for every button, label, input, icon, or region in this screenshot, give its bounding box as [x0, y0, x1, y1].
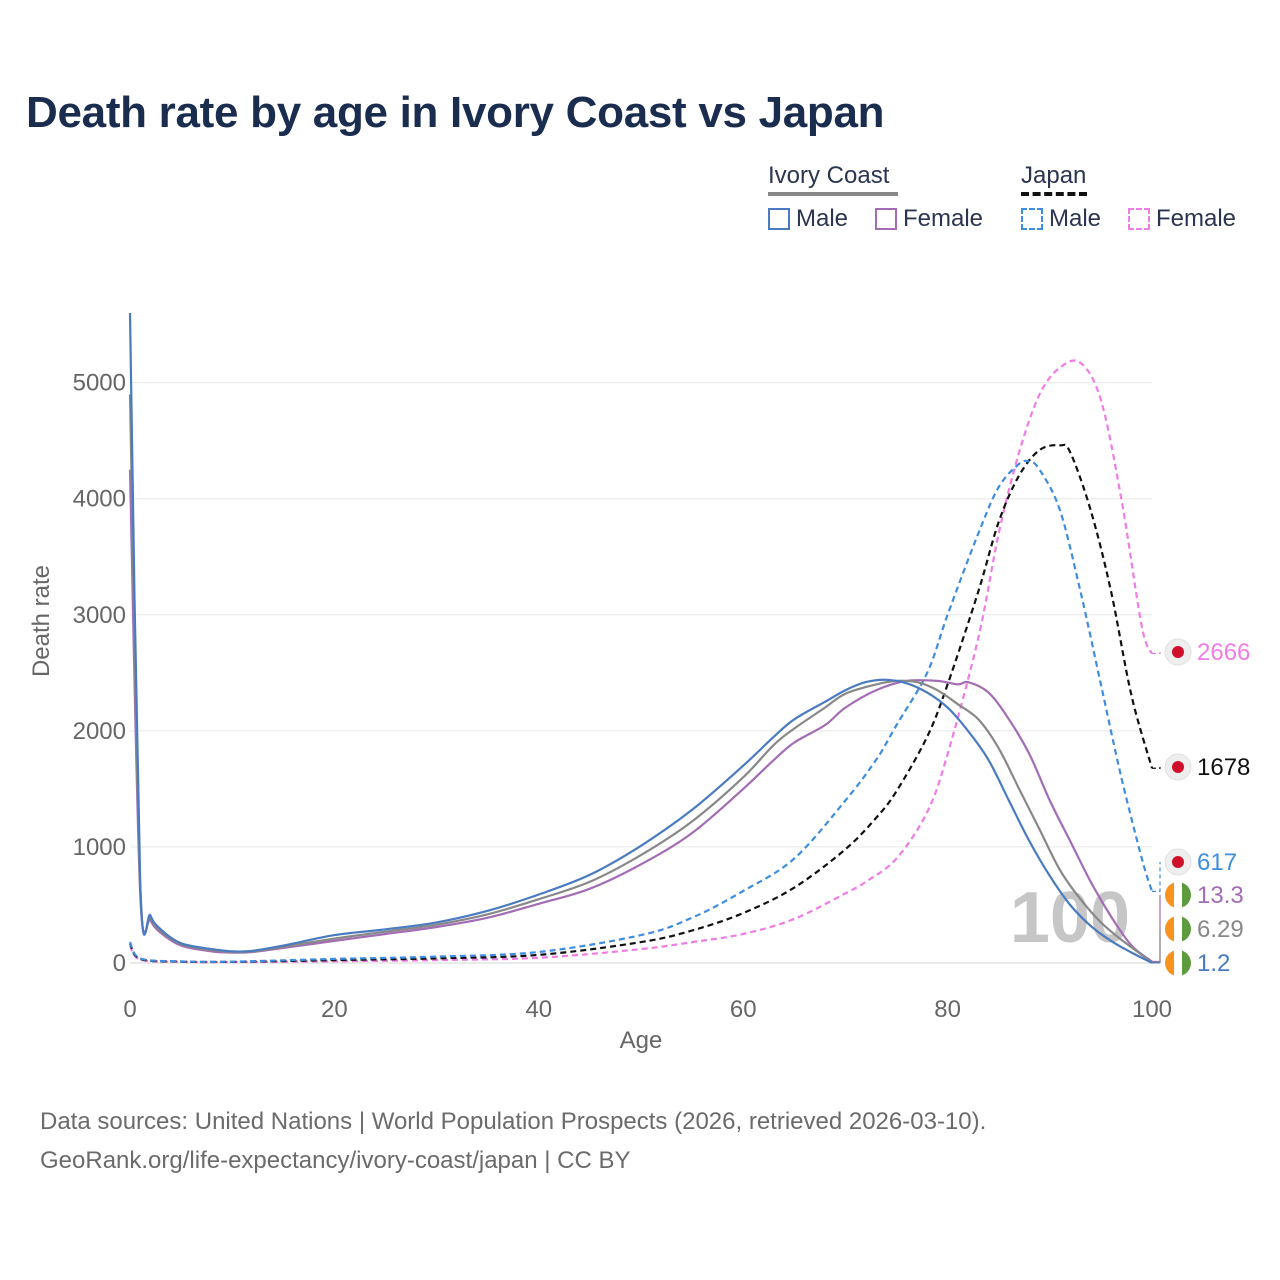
footer-sources: Data sources: United Nations | World Pop…: [40, 1108, 987, 1135]
legend-group-underline-ivory-coast: [768, 192, 898, 196]
flag-japan-sun: [1172, 761, 1184, 773]
series-line-ivory-coast-male[interactable]: [128, 312, 1153, 964]
x-tick-label: 80: [934, 996, 961, 1023]
legend-swatch-japan-male: [1021, 208, 1043, 230]
end-connector-japan-female: [1152, 652, 1161, 655]
end-label-ivory-coast-female: 13.3: [1197, 882, 1244, 909]
legend-group-underline-japan: [1021, 192, 1087, 196]
y-tick-label: 1000: [73, 834, 126, 861]
end-label-ivory-coast-male: 1.2: [1197, 950, 1230, 977]
end-connector-japan-both: [1152, 767, 1161, 769]
legend-swatch-ivory-coast-female: [875, 208, 897, 230]
legend-item-japan-male[interactable]: Male: [1021, 205, 1101, 233]
chart-title: Death rate by age in Ivory Coast vs Japa…: [26, 88, 885, 137]
flag-stripe-green: [1182, 950, 1191, 976]
legend-item-ivory-coast-female[interactable]: Female: [875, 205, 983, 233]
legend-label-ivory-coast-male: Male: [796, 205, 849, 232]
end-connector-ivory-coast-female: [1152, 895, 1161, 963]
flag-ivory-coast-stripes: [1165, 882, 1191, 908]
flag-japan-sun: [1172, 646, 1184, 658]
legend-group-ivory-coast: Ivory Coast: [768, 162, 898, 196]
flag-icon-japan: [1164, 638, 1192, 666]
flag-stripe-green: [1182, 916, 1191, 942]
end-label-japan-male: 617: [1197, 849, 1237, 876]
chart-plot: 100 Age Death rate 010002000300040005000…: [28, 312, 1250, 1054]
flag-icon-japan: [1164, 753, 1192, 781]
legend-group-japan: Japan: [1021, 162, 1087, 196]
flag-icon-ivory-coast: [1165, 882, 1191, 908]
flag-stripe-white: [1174, 882, 1182, 908]
footer-link[interactable]: GeoRank.org/life-expectancy/ivory-coast/…: [40, 1147, 631, 1174]
series-line-japan-female[interactable]: [129, 359, 1154, 964]
flag-stripe-orange: [1165, 882, 1174, 908]
series-line-japan-male[interactable]: [128, 459, 1154, 963]
y-tick-label: 4000: [73, 486, 126, 513]
end-label-ivory-coast-both: 6.29: [1197, 916, 1244, 943]
y-tick-label: 3000: [73, 602, 126, 629]
legend-label-ivory-coast-female: Female: [903, 205, 984, 232]
flag-icon-japan: [1164, 848, 1192, 876]
flag-icon-ivory-coast: [1165, 950, 1191, 976]
series-line-ivory-coast-female[interactable]: [128, 469, 1153, 963]
y-tick-label: 2000: [73, 718, 126, 745]
end-label-japan-both: 1678: [1197, 754, 1250, 781]
series-line-japan-both[interactable]: [129, 443, 1154, 964]
x-tick-label: 40: [525, 996, 552, 1023]
flag-stripe-white: [1174, 950, 1182, 976]
legend-swatch-ivory-coast-male: [768, 208, 790, 230]
legend-swatch-japan-female: [1128, 208, 1150, 230]
series-line-ivory-coast-both[interactable]: [128, 394, 1153, 964]
end-label-japan-female: 2666: [1197, 639, 1250, 666]
legend-label-japan-male: Male: [1049, 205, 1102, 232]
x-axis-label: Age: [620, 1027, 663, 1054]
flag-japan-sun: [1172, 856, 1184, 868]
chart-annotation-age: 100: [1010, 878, 1130, 958]
legend-item-ivory-coast-male[interactable]: Male: [768, 205, 848, 233]
flag-icon-ivory-coast: [1165, 916, 1191, 942]
y-tick-label: 0: [113, 950, 126, 977]
flag-ivory-coast-stripes: [1165, 950, 1191, 976]
y-tick-label: 5000: [73, 370, 126, 397]
legend-group-title-japan: Japan: [1021, 162, 1087, 189]
end-connector-japan-male: [1152, 862, 1161, 892]
flag-stripe-orange: [1165, 916, 1174, 942]
flag-stripe-white: [1174, 916, 1182, 942]
x-tick-label: 60: [730, 996, 757, 1023]
end-connector-ivory-coast-both: [1152, 929, 1161, 963]
x-tick-label: 20: [321, 996, 348, 1023]
y-axis-label: Death rate: [28, 565, 55, 677]
legend-item-japan-female[interactable]: Female: [1128, 205, 1236, 233]
flag-ivory-coast-stripes: [1165, 916, 1191, 942]
flag-stripe-orange: [1165, 950, 1174, 976]
legend-group-title-ivory-coast: Ivory Coast: [768, 162, 890, 189]
flag-stripe-green: [1182, 882, 1191, 908]
x-tick-label: 100: [1132, 996, 1172, 1023]
legend-label-japan-female: Female: [1156, 205, 1237, 232]
x-tick-label: 0: [123, 996, 136, 1023]
